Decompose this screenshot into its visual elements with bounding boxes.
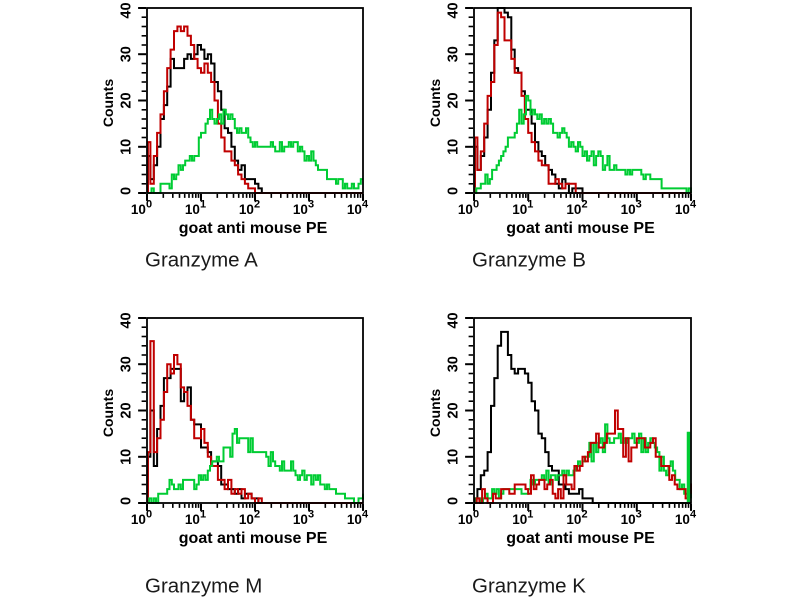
svg-text:40: 40	[119, 312, 135, 328]
svg-text:20: 20	[446, 402, 462, 418]
svg-text:30: 30	[446, 356, 462, 372]
svg-text:Counts: Counts	[427, 79, 443, 127]
svg-text:Counts: Counts	[100, 389, 116, 437]
svg-text:40: 40	[446, 2, 462, 18]
svg-text:10: 10	[119, 139, 135, 155]
svg-text:0: 0	[119, 187, 135, 195]
svg-text:Counts: Counts	[100, 79, 116, 127]
svg-text:30: 30	[119, 356, 135, 372]
svg-text:goat anti mouse PE: goat anti mouse PE	[506, 530, 655, 547]
svg-text:0: 0	[446, 187, 462, 195]
svg-text:30: 30	[119, 46, 135, 62]
svg-text:40: 40	[119, 2, 135, 18]
svg-text:20: 20	[119, 402, 135, 418]
svg-text:10: 10	[119, 449, 135, 465]
svg-text:40: 40	[446, 312, 462, 328]
svg-text:goat anti mouse PE: goat anti mouse PE	[506, 220, 655, 237]
svg-text:10: 10	[446, 449, 462, 465]
svg-text:Granzyme M: Granzyme M	[145, 575, 262, 598]
svg-text:Granzyme K: Granzyme K	[472, 575, 586, 598]
svg-text:Counts: Counts	[427, 389, 443, 437]
svg-text:0: 0	[446, 497, 462, 505]
svg-text:Granzyme A: Granzyme A	[145, 249, 258, 272]
svg-text:20: 20	[446, 92, 462, 108]
svg-text:goat anti mouse PE: goat anti mouse PE	[179, 220, 328, 237]
svg-text:Granzyme B: Granzyme B	[472, 249, 586, 272]
svg-text:0: 0	[119, 497, 135, 505]
svg-text:10: 10	[446, 139, 462, 155]
svg-text:30: 30	[446, 46, 462, 62]
svg-text:goat anti mouse PE: goat anti mouse PE	[179, 530, 328, 547]
svg-text:20: 20	[119, 92, 135, 108]
